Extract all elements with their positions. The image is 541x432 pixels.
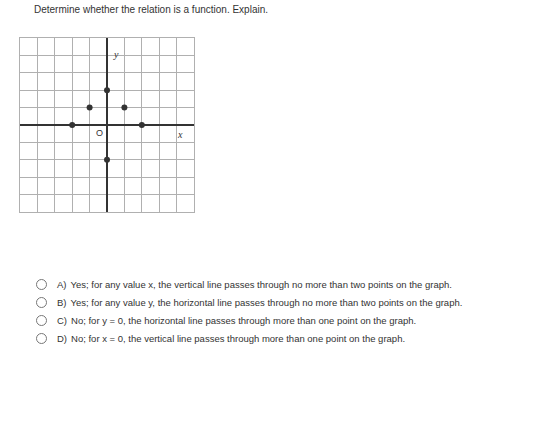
- svg-text:x: x: [177, 129, 183, 140]
- html-text:Determine whether the relation: Determine whether the relation is a func…: [34, 4, 268, 15]
- html-text:C) No; for y = 0, the horizont: C) No; for y = 0, the horizontal line pa…: [57, 314, 417, 326]
- svg-text:O: O: [96, 128, 103, 138]
- svg-text:y: y: [113, 49, 119, 60]
- html-text:A) Yes; for any value x, the v: A) Yes; for any value x, the vertical li…: [57, 278, 452, 290]
- html-text:D) No; for x = 0, the vertical: D) No; for x = 0, the vertical line pass…: [57, 332, 406, 344]
- html-text:B) Yes; for any value y, the h: B) Yes; for any value y, the horizontal …: [57, 296, 463, 308]
